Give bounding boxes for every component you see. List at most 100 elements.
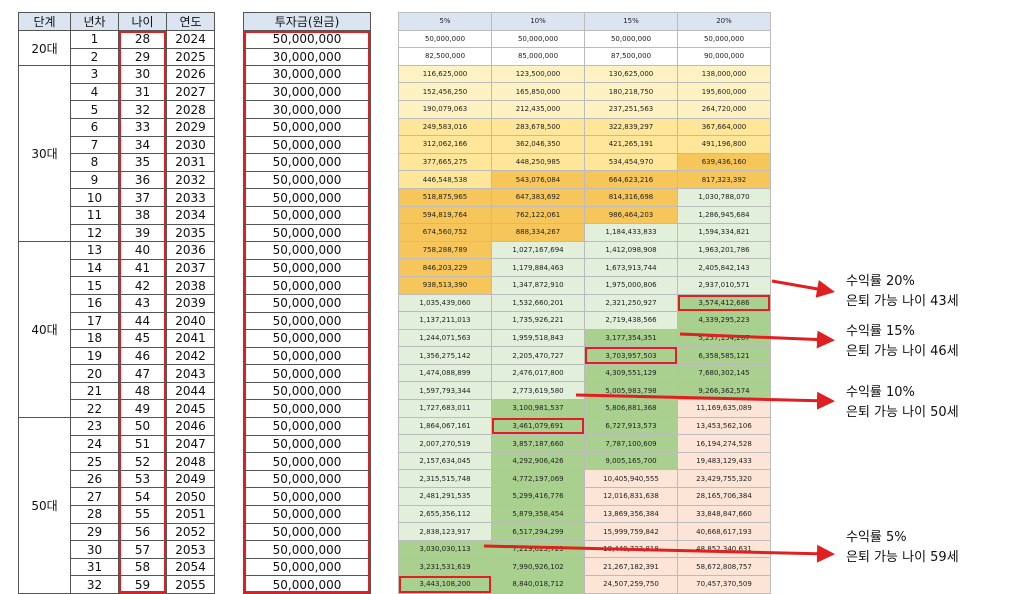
arrow-5-percent [483,544,835,563]
annotation-20-percent: 수익률 20% 은퇴 가능 나이 43세 [846,272,959,312]
return-cell: 1,963,201,786 [677,240,771,260]
year-cell: 2030 [166,135,215,155]
table-row: 50,000,000 [243,223,371,243]
year-number-cell: 25 [70,452,119,471]
return-cell: 446,548,538 [398,170,492,189]
return-cell: 195,600,000 [677,82,771,101]
table-row: 3,443,108,200 8,840,018,712 24,507,259,750… [398,575,771,594]
investment-cell: 50,000,000 [243,293,371,313]
return-cell: 6,358,585,121 [677,346,771,365]
year-cell: 2026 [166,65,215,84]
column-header: 나이 [118,12,167,31]
investment-cell: 50,000,000 [243,223,371,243]
year-number-cell: 29 [70,522,119,542]
return-cell: 1,356,275,142 [398,346,492,365]
arrow-20-percent [771,279,835,298]
annotation-rate: 수익률 5% [846,530,907,545]
table-row: 758,288,789 1,027,167,694 1,412,098,908 1,9… [398,240,771,260]
year-cell: 2039 [166,293,215,313]
return-cell: 85,000,000 [491,47,585,66]
table-row: 1,035,439,060 1,532,660,201 2,321,250,927 3… [398,293,771,313]
return-cell: 518,875,965 [398,187,492,207]
table-row: 50대 23 50 2046 [18,417,215,594]
table-row: 29 56 2052 [19,522,215,542]
return-cell: 758,288,789 [398,240,492,260]
table-row: 50,000,000 [243,276,371,295]
age-cell: 28 [118,30,167,49]
table-row: 377,665,275 448,250,985 534,454,970 639,436… [398,152,771,172]
year-cell: 2025 [166,47,215,67]
table-row: 14 41 2037 [19,258,215,278]
table-row: 50,000,000 [243,575,371,594]
table-row: 249,583,016 283,678,500 322,839,297 367,664… [398,117,771,137]
table-row: 50,000,000 [243,329,371,348]
age-cell: 54 [118,487,167,507]
return-cell: 2,838,123,917 [398,522,492,541]
return-cell: 13,869,356,384 [584,504,678,524]
return-cell: 2,937,010,571 [677,275,771,295]
table-row: 50,000,000 [243,469,371,489]
investment-cell: 50,000,000 [243,329,371,348]
table-row: 3,030,030,113 7,219,023,729 18,449,723,818… [398,539,771,559]
table-row: 50,000,000 [243,540,371,559]
table-row: 1,727,683,011 3,100,981,537 5,806,881,368 1… [398,399,771,418]
year-cell: 2051 [166,505,215,524]
return-cell: 4,292,906,426 [491,451,585,471]
return-cell: 28,165,706,384 [677,487,771,506]
table-row: 2,481,291,535 5,299,416,776 12,016,831,638… [398,487,771,506]
return-cell: 23,429,755,320 [677,469,771,489]
table-row: 1,356,275,142 2,205,470,727 3,703,957,503 6… [398,346,771,365]
return-cell: 15,999,759,842 [584,522,678,541]
table-row: 27 54 2050 [19,487,215,507]
stage-cell: 50대 [18,417,71,594]
column-header: 연도 [166,12,215,31]
return-cell: 3,177,354,351 [584,328,678,348]
return-cell: 888,334,267 [491,223,585,242]
return-cell: 3,443,108,200 [398,575,492,594]
age-cell: 51 [118,434,167,454]
return-cell: 846,203,229 [398,258,492,277]
table-row: 30,000,000 [243,47,371,67]
return-cell: 165,850,000 [491,82,585,101]
return-cell: 1,137,211,013 [398,311,492,330]
annotation-age: 은퇴 가능 나이 59세 [846,550,959,565]
column-header: 단계 [18,12,71,31]
annotation-age: 은퇴 가능 나이 43세 [846,294,959,309]
stage-cell: 30대 [18,65,71,243]
rate-header: 10% [491,12,585,31]
return-cell: 10,405,940,555 [584,469,678,489]
investment-cell: 30,000,000 [243,65,371,84]
return-cell: 6,727,913,573 [584,416,678,436]
table-row: 50,000,000 [243,381,371,401]
table-row: 50,000,000 [243,487,371,507]
investment-cell: 50,000,000 [243,30,371,49]
year-cell: 2044 [166,381,215,401]
table-row: 190,079,063 212,435,000 237,251,563 264,720… [398,99,771,119]
year-number-cell: 22 [70,399,119,419]
year-number-cell: 11 [70,205,119,225]
return-cell: 8,840,018,712 [491,575,585,594]
return-cell: 1,035,439,060 [398,293,492,313]
table-row: 846,203,229 1,179,884,463 1,673,913,744 2,4… [398,258,771,277]
return-cell: 1,594,334,821 [677,223,771,242]
year-number-cell: 24 [70,434,119,454]
return-cell: 212,435,000 [491,99,585,119]
return-cell: 367,664,000 [677,117,771,137]
investment-cell: 50,000,000 [243,381,371,401]
investment-cell: 50,000,000 [243,540,371,559]
table-row: 28 55 2051 [19,505,215,524]
table-row: 446,548,538 543,076,084 664,623,216 817,323… [398,170,771,189]
table-row: 9 36 2032 [19,170,215,190]
return-cell: 1,727,683,011 [398,399,492,418]
investment-cell: 50,000,000 [243,575,371,594]
return-cell: 13,453,562,106 [677,416,771,436]
annotation-age: 은퇴 가능 나이 46세 [846,344,959,359]
table-row: 50,000,000 [243,346,371,366]
arrow-15-percent [679,330,835,349]
return-cell: 1,179,884,463 [491,258,585,277]
age-cell: 35 [118,153,167,172]
column-header: 년차 [70,12,119,31]
return-cell: 50,000,000 [491,29,585,49]
table-row: 30,000,000 [243,65,371,84]
investment-cell: 50,000,000 [243,188,371,207]
